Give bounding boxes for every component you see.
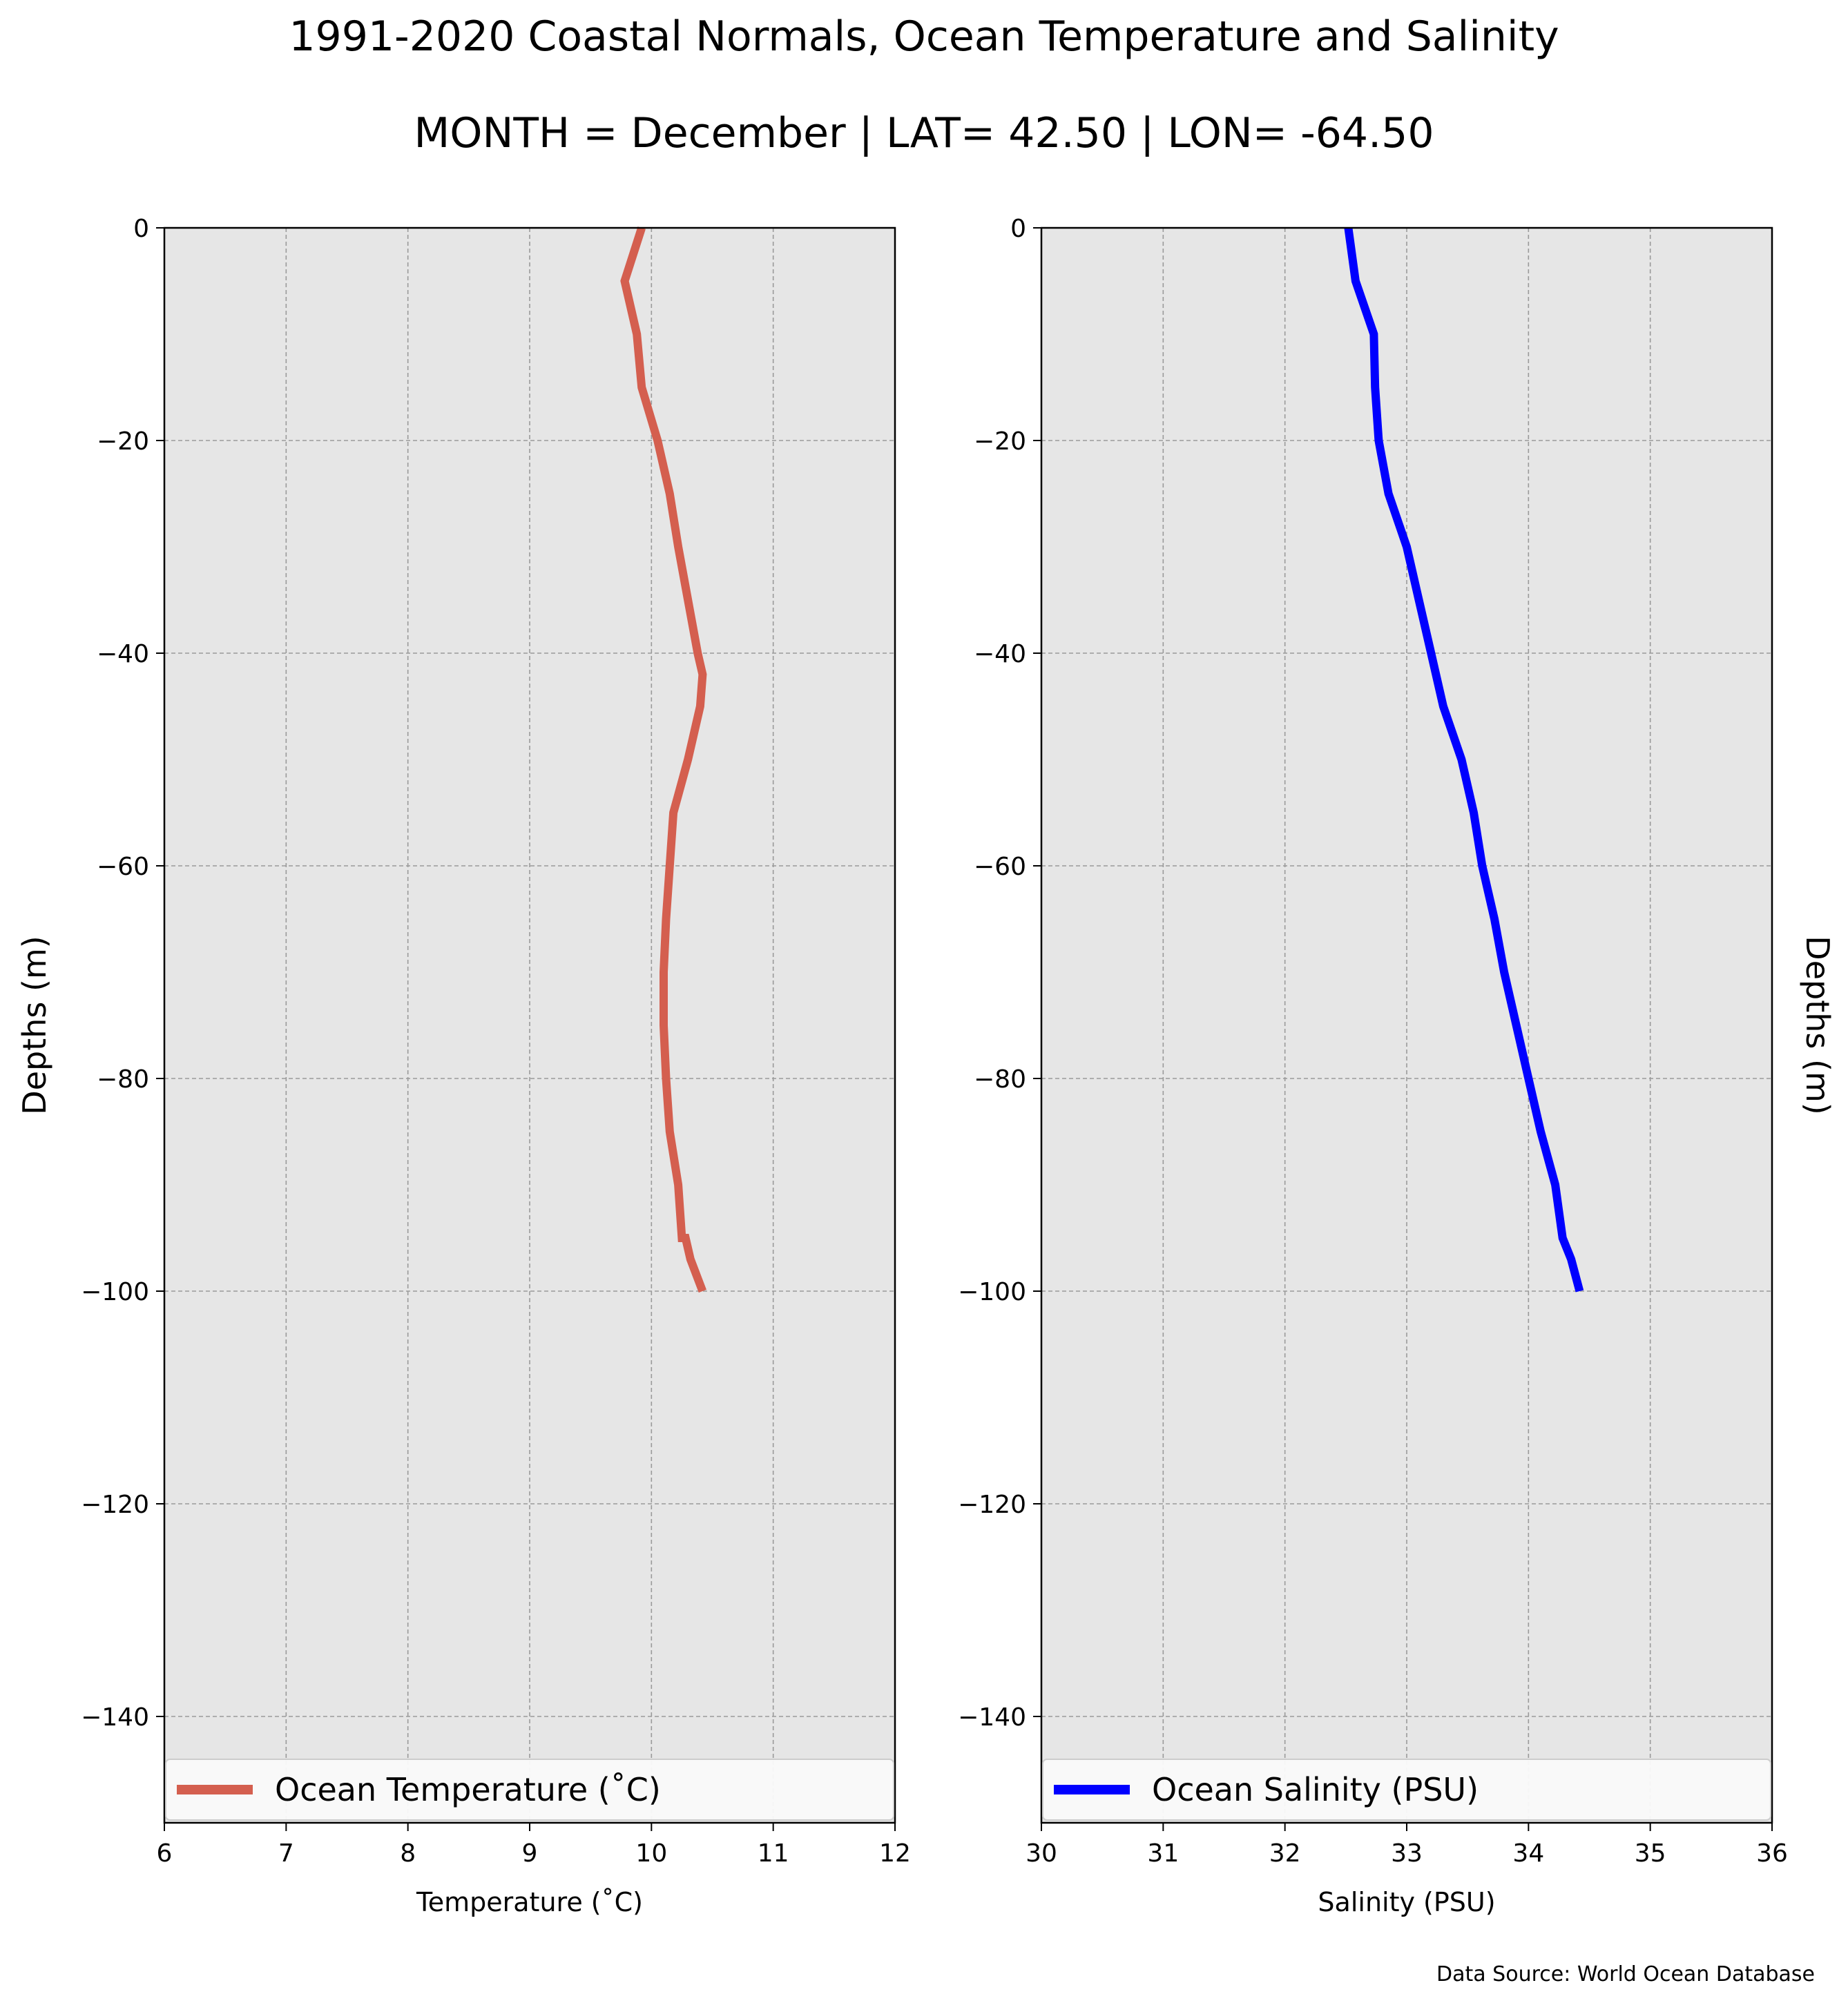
temperature-panel-xtick-label: 6	[157, 1839, 173, 1868]
salinity-panel-ytick-label: 0	[1010, 215, 1026, 243]
salinity-panel-xtick-label: 33	[1391, 1839, 1423, 1868]
salinity-panel-xtick-label: 32	[1269, 1839, 1301, 1868]
salinity-panel-ytick-label: −120	[958, 1491, 1026, 1519]
salinity-panel-ytick-label: −40	[974, 640, 1026, 668]
salinity-panel-series-line	[1344, 227, 1584, 1293]
temperature-panel-xtick-label: 10	[635, 1839, 667, 1868]
temperature-panel-legend-box	[165, 1759, 894, 1821]
left-yaxis-label: Depths (m)	[16, 936, 53, 1114]
temperature-panel-legend-label: Ocean Temperature (˚C)	[275, 1771, 661, 1808]
salinity-panel-xtick-label: 31	[1147, 1839, 1179, 1868]
chart-subtitle: MONTH = December | LAT= 42.50 | LON= -64…	[414, 109, 1434, 157]
salinity-panel-ytick-label: −80	[974, 1065, 1026, 1094]
temperature-panel-ytick-label: −80	[97, 1065, 149, 1094]
temperature-panel-series-line	[620, 226, 707, 1293]
temperature-panel-ytick-label: −60	[97, 853, 149, 881]
temperature-panel-xtick-label: 7	[278, 1839, 294, 1868]
temperature-panel-xaxis-label: Temperature (˚C)	[416, 1887, 643, 1917]
data-source-note: Data Source: World Ocean Database	[1436, 1962, 1815, 1986]
temperature-panel-xtick-label: 11	[758, 1839, 789, 1868]
salinity-panel-ytick-label: −140	[958, 1703, 1026, 1732]
temperature-panel-ytick-label: 0	[133, 215, 149, 243]
salinity-panel-legend-box	[1042, 1759, 1771, 1821]
temperature-panel-xtick-label: 8	[400, 1839, 416, 1868]
salinity-panel-ytick-label: −60	[974, 853, 1026, 881]
temperature-panel-ytick-label: −140	[81, 1703, 149, 1732]
salinity-panel-xtick-label: 30	[1026, 1839, 1057, 1868]
temperature-panel-ytick-label: −40	[97, 640, 149, 668]
salinity-panel-xaxis-label: Salinity (PSU)	[1318, 1887, 1495, 1917]
temperature-panel-xtick-label: 12	[879, 1839, 911, 1868]
salinity-panel-xtick-label: 36	[1756, 1839, 1788, 1868]
salinity-panel-ytick-label: −100	[958, 1278, 1026, 1306]
chart-title: 1991-2020 Coastal Normals, Ocean Tempera…	[289, 12, 1559, 61]
salinity-panel-xtick-label: 35	[1635, 1839, 1666, 1868]
salinity-panel-xtick-label: 34	[1512, 1839, 1544, 1868]
temperature-panel-ytick-label: −20	[97, 427, 149, 456]
right-yaxis-label: Depths (m)	[1799, 936, 1836, 1114]
salinity-panel-legend-label: Ocean Salinity (PSU)	[1152, 1771, 1479, 1808]
temperature-panel-ytick-label: −100	[81, 1278, 149, 1306]
temperature-panel-ytick-label: −120	[81, 1491, 149, 1519]
salinity-panel-ytick-label: −20	[974, 427, 1026, 456]
temperature-panel-xtick-label: 9	[522, 1839, 538, 1868]
